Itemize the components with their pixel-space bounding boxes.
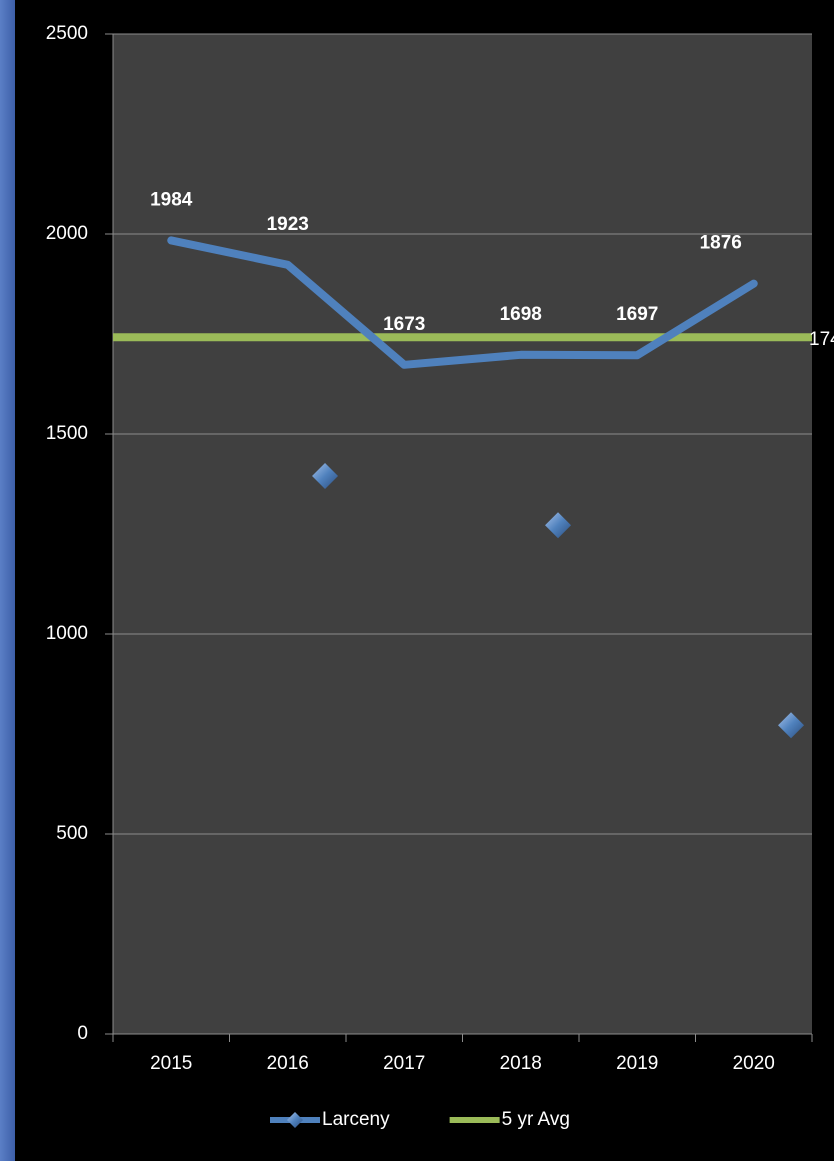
data-label: 1698 bbox=[500, 304, 542, 325]
y-tick-label: 500 bbox=[56, 823, 88, 844]
y-tick-label: 2000 bbox=[46, 223, 88, 244]
x-tick-label: 2020 bbox=[733, 1053, 775, 1074]
x-tick-label: 2015 bbox=[150, 1053, 192, 1074]
diamond-marker bbox=[778, 712, 805, 739]
legend-label: Larceny bbox=[322, 1109, 390, 1130]
data-label: 1876 bbox=[700, 233, 742, 254]
side-strip bbox=[0, 0, 15, 1161]
y-tick-label: 0 bbox=[77, 1023, 88, 1044]
data-label: 1697 bbox=[616, 304, 658, 325]
y-tick-label: 1000 bbox=[46, 623, 88, 644]
plot-area bbox=[113, 34, 812, 1034]
x-tick-label: 2016 bbox=[267, 1053, 309, 1074]
y-tick-label: 2500 bbox=[46, 23, 88, 44]
x-tick-label: 2018 bbox=[500, 1053, 542, 1074]
legend-marker bbox=[287, 1112, 303, 1128]
x-tick-label: 2019 bbox=[616, 1053, 658, 1074]
legend-label: 5 yr Avg bbox=[502, 1109, 570, 1130]
y-tick-label: 1500 bbox=[46, 423, 88, 444]
data-label: 1742 bbox=[809, 329, 834, 350]
diamond-marker bbox=[312, 463, 339, 489]
data-label: 1984 bbox=[150, 189, 193, 210]
diamond-marker bbox=[545, 512, 572, 539]
data-label: 1673 bbox=[383, 314, 425, 335]
series-line bbox=[167, 236, 758, 369]
x-tick-label: 2017 bbox=[383, 1053, 425, 1074]
data-label: 1923 bbox=[267, 214, 309, 235]
